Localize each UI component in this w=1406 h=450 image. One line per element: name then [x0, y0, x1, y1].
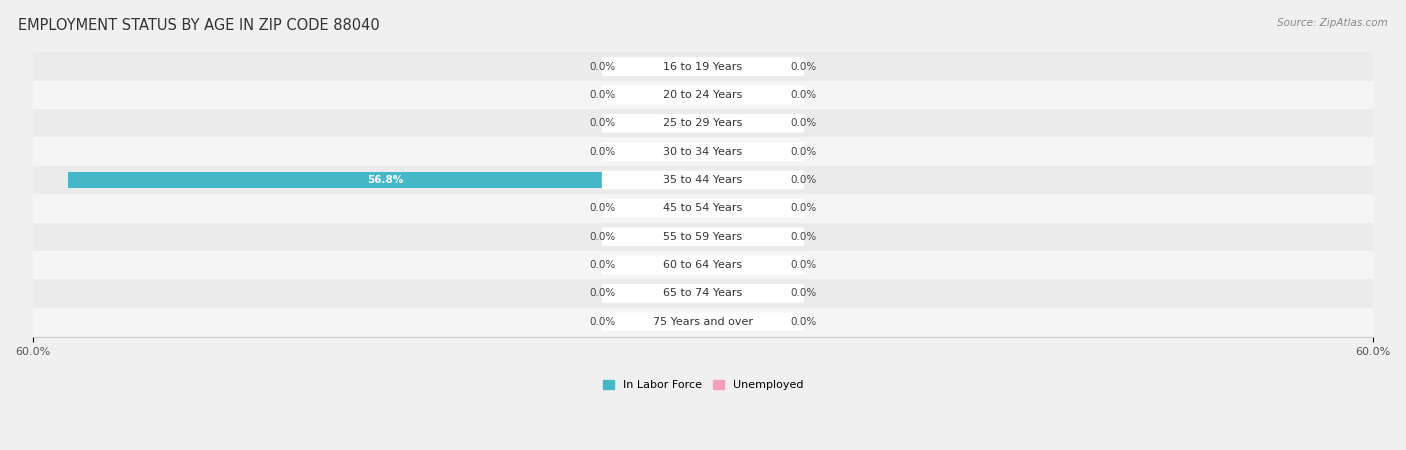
Bar: [703, 172, 782, 188]
Text: 0.0%: 0.0%: [589, 62, 616, 72]
Bar: [624, 314, 703, 330]
Bar: [703, 115, 782, 131]
Bar: [624, 229, 703, 245]
Text: 0.0%: 0.0%: [589, 317, 616, 327]
Text: 0.0%: 0.0%: [790, 175, 817, 185]
FancyBboxPatch shape: [602, 256, 804, 274]
Text: 56.8%: 56.8%: [367, 175, 404, 185]
Bar: [624, 144, 703, 160]
Text: 0.0%: 0.0%: [790, 147, 817, 157]
Text: 20 to 24 Years: 20 to 24 Years: [664, 90, 742, 100]
Text: 0.0%: 0.0%: [790, 260, 817, 270]
FancyBboxPatch shape: [602, 86, 804, 104]
Bar: [624, 200, 703, 216]
FancyBboxPatch shape: [602, 57, 804, 76]
Text: 45 to 54 Years: 45 to 54 Years: [664, 203, 742, 213]
Bar: [32, 279, 1374, 307]
Bar: [703, 144, 782, 160]
Bar: [703, 257, 782, 273]
Bar: [624, 87, 703, 103]
Text: 16 to 19 Years: 16 to 19 Years: [664, 62, 742, 72]
Text: 60 to 64 Years: 60 to 64 Years: [664, 260, 742, 270]
Text: 0.0%: 0.0%: [589, 232, 616, 242]
Text: 0.0%: 0.0%: [790, 118, 817, 128]
Bar: [69, 172, 703, 188]
Text: 25 to 29 Years: 25 to 29 Years: [664, 118, 742, 128]
Text: 0.0%: 0.0%: [589, 147, 616, 157]
FancyBboxPatch shape: [602, 227, 804, 246]
Text: 0.0%: 0.0%: [589, 118, 616, 128]
Bar: [703, 87, 782, 103]
Text: 0.0%: 0.0%: [790, 232, 817, 242]
Bar: [32, 52, 1374, 81]
Bar: [32, 307, 1374, 336]
Legend: In Labor Force, Unemployed: In Labor Force, Unemployed: [598, 376, 808, 395]
Text: 0.0%: 0.0%: [589, 90, 616, 100]
Text: 0.0%: 0.0%: [790, 203, 817, 213]
Text: Source: ZipAtlas.com: Source: ZipAtlas.com: [1277, 18, 1388, 28]
Bar: [624, 285, 703, 302]
Text: 0.0%: 0.0%: [589, 288, 616, 298]
Text: 65 to 74 Years: 65 to 74 Years: [664, 288, 742, 298]
Bar: [32, 109, 1374, 137]
Bar: [703, 229, 782, 245]
FancyBboxPatch shape: [602, 284, 804, 303]
FancyBboxPatch shape: [602, 312, 804, 331]
Text: 30 to 34 Years: 30 to 34 Years: [664, 147, 742, 157]
FancyBboxPatch shape: [602, 114, 804, 133]
Text: 0.0%: 0.0%: [589, 260, 616, 270]
Text: 0.0%: 0.0%: [790, 288, 817, 298]
Bar: [32, 251, 1374, 279]
Bar: [703, 200, 782, 216]
Bar: [703, 285, 782, 302]
Bar: [32, 137, 1374, 166]
Bar: [624, 115, 703, 131]
Text: 0.0%: 0.0%: [790, 62, 817, 72]
Text: EMPLOYMENT STATUS BY AGE IN ZIP CODE 88040: EMPLOYMENT STATUS BY AGE IN ZIP CODE 880…: [18, 18, 380, 33]
Bar: [32, 194, 1374, 222]
Bar: [703, 58, 782, 75]
Text: 0.0%: 0.0%: [790, 90, 817, 100]
FancyBboxPatch shape: [602, 171, 804, 189]
Text: 35 to 44 Years: 35 to 44 Years: [664, 175, 742, 185]
Text: 55 to 59 Years: 55 to 59 Years: [664, 232, 742, 242]
Text: 75 Years and over: 75 Years and over: [652, 317, 754, 327]
FancyBboxPatch shape: [602, 199, 804, 218]
FancyBboxPatch shape: [602, 142, 804, 161]
Text: 0.0%: 0.0%: [790, 317, 817, 327]
Bar: [32, 81, 1374, 109]
Bar: [624, 58, 703, 75]
Text: 0.0%: 0.0%: [589, 203, 616, 213]
Bar: [703, 314, 782, 330]
Bar: [624, 257, 703, 273]
Bar: [32, 166, 1374, 194]
Bar: [32, 222, 1374, 251]
